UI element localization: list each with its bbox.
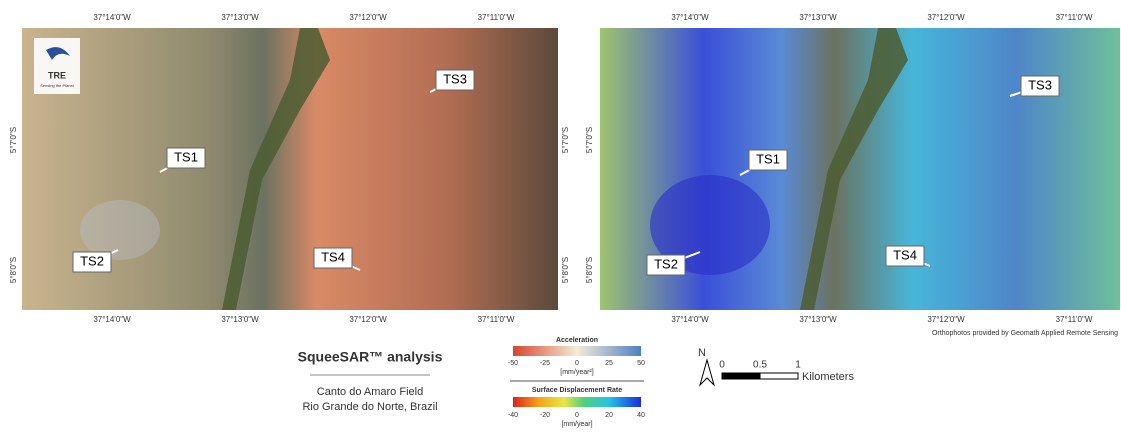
coord-label: 5°8'0"S bbox=[561, 257, 570, 283]
coord-label: 5°7'0"S bbox=[561, 127, 570, 153]
callout-label: TS1 bbox=[756, 151, 780, 166]
legend-tick: -20 bbox=[540, 412, 550, 419]
legend-tick: -40 bbox=[508, 412, 518, 419]
callout-label: TS4 bbox=[893, 247, 917, 262]
coord-label: 37°11'0"W bbox=[478, 13, 515, 22]
scale-bar bbox=[722, 373, 760, 379]
coord-label: 37°13'0"W bbox=[799, 13, 837, 22]
coord-label: 37°13'0"W bbox=[221, 315, 259, 324]
coord-label: 5°7'0"S bbox=[9, 127, 18, 153]
subtitle: Rio Grande do Norte, Brazil bbox=[302, 401, 437, 413]
legend-unit: [mm/year²] bbox=[560, 369, 594, 376]
callout-label: TS2 bbox=[654, 256, 678, 271]
credit: Orthophotos provided by Geomath Applied … bbox=[932, 330, 1118, 337]
callout-label: TS3 bbox=[443, 71, 467, 86]
coord-label: 37°11'0"W bbox=[1056, 315, 1093, 324]
legend-title: Acceleration bbox=[556, 337, 598, 344]
legend-tick: 25 bbox=[605, 360, 613, 367]
coord-label: 37°12'0"W bbox=[927, 13, 965, 22]
scale-tick: 1 bbox=[795, 360, 801, 371]
legend-tick: 40 bbox=[637, 412, 645, 419]
coord-label: 37°14'0"W bbox=[671, 315, 709, 324]
coord-label: 37°14'0"W bbox=[93, 315, 131, 324]
legend-title: Surface Displacement Rate bbox=[532, 387, 622, 394]
coord-label: 37°12'0"W bbox=[927, 315, 965, 324]
logo: TRE bbox=[48, 70, 66, 80]
coord-label: 37°13'0"W bbox=[221, 13, 259, 22]
logo-sub: Sensing the Planet bbox=[40, 83, 74, 88]
legend-tick: 0 bbox=[575, 412, 579, 419]
coord-label: 37°12'0"W bbox=[349, 315, 387, 324]
north-label: N bbox=[698, 347, 706, 359]
coord-label: 37°13'0"W bbox=[799, 315, 837, 324]
coord-label: 37°11'0"W bbox=[478, 315, 515, 324]
scale-unit: Kilometers bbox=[802, 371, 854, 383]
color-bar bbox=[513, 346, 641, 356]
callout-label: TS4 bbox=[321, 249, 345, 264]
title: SqueeSAR™ analysis bbox=[298, 349, 443, 365]
coord-label: 5°8'0"S bbox=[9, 257, 18, 283]
coord-label: 37°14'0"W bbox=[93, 13, 131, 22]
legend-tick: 50 bbox=[637, 360, 645, 367]
legend-tick: -25 bbox=[540, 360, 550, 367]
scale-tick: 0 bbox=[719, 360, 725, 371]
callout-label: TS1 bbox=[174, 149, 198, 164]
legend-tick: 0 bbox=[575, 360, 579, 367]
area bbox=[80, 200, 160, 260]
north-arrow bbox=[700, 360, 714, 385]
coord-label: 37°12'0"W bbox=[349, 13, 387, 22]
legend-tick: -50 bbox=[508, 360, 518, 367]
callout-label: TS3 bbox=[1028, 77, 1052, 92]
legend-tick: 20 bbox=[605, 412, 613, 419]
legend-unit: [mm/year] bbox=[561, 421, 592, 428]
page: TRE Sensing the Planet Orthophotos provi… bbox=[0, 0, 1121, 434]
coord-label: 5°7'0"S bbox=[585, 127, 594, 153]
subtitle: Canto do Amaro Field bbox=[317, 386, 423, 398]
coord-label: 5°8'0"S bbox=[585, 257, 594, 283]
color-bar bbox=[513, 397, 641, 407]
scale-tick: 0.5 bbox=[753, 360, 767, 371]
callout-label: TS2 bbox=[80, 253, 104, 268]
scale-bar bbox=[760, 373, 798, 379]
coord-label: 37°11'0"W bbox=[1056, 13, 1093, 22]
coord-label: 37°14'0"W bbox=[671, 13, 709, 22]
